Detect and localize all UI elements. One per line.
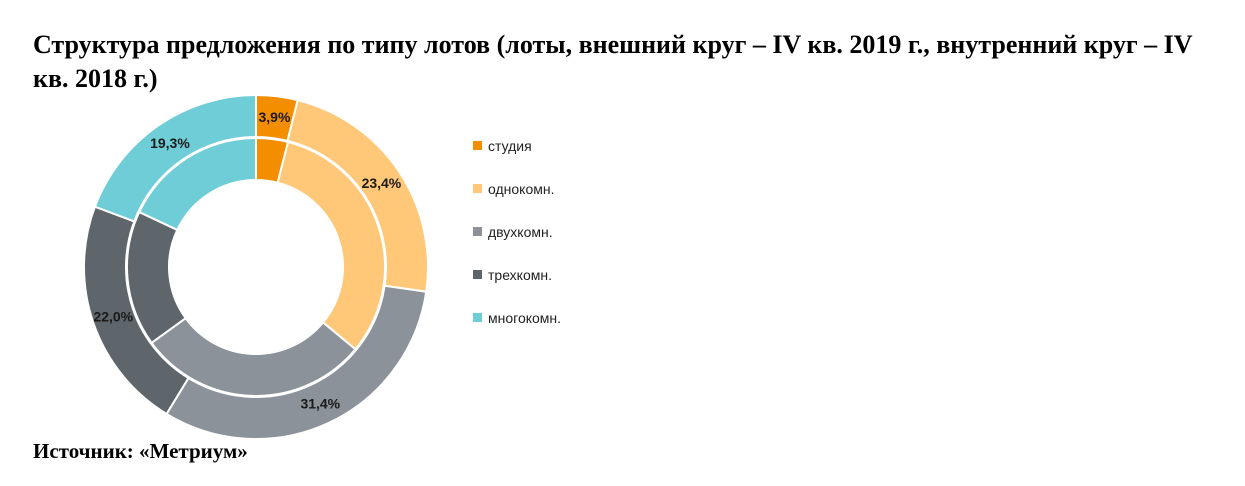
legend-swatch-1 <box>473 184 482 193</box>
source-note: Источник: «Метриум» <box>33 439 248 463</box>
legend-swatch-2 <box>473 227 482 236</box>
legend: студия однокомн. двухкомн. трехкомн. многоко… <box>473 138 561 326</box>
outer-slice-label-1: 23,4% <box>362 175 402 191</box>
legend-swatch-0 <box>473 141 482 150</box>
legend-label-0: студия <box>488 138 532 154</box>
inner-ring <box>126 136 386 397</box>
legend-label-3: трехкомн. <box>488 267 552 283</box>
legend-label-1: однокомн. <box>488 181 554 197</box>
legend-label-2: двухкомн. <box>488 224 553 240</box>
outer-slice-label-0: 3,9% <box>258 109 290 125</box>
inner-slice-4 <box>137 136 257 232</box>
data-labels: 3,9% 23,4% 31,4% 22,0% 19,3% <box>93 109 401 411</box>
legend-swatch-3 <box>473 270 482 279</box>
outer-slice-label-4: 19,3% <box>150 135 190 151</box>
legend-swatch-4 <box>473 313 482 322</box>
chart-title: Структура предложения по типу лотов (лот… <box>33 30 1193 93</box>
outer-slice-label-2: 31,4% <box>300 396 340 412</box>
legend-label-4: многокомн. <box>488 310 561 326</box>
outer-slice-label-3: 22,0% <box>93 308 133 324</box>
inner-slice-1 <box>276 140 386 351</box>
